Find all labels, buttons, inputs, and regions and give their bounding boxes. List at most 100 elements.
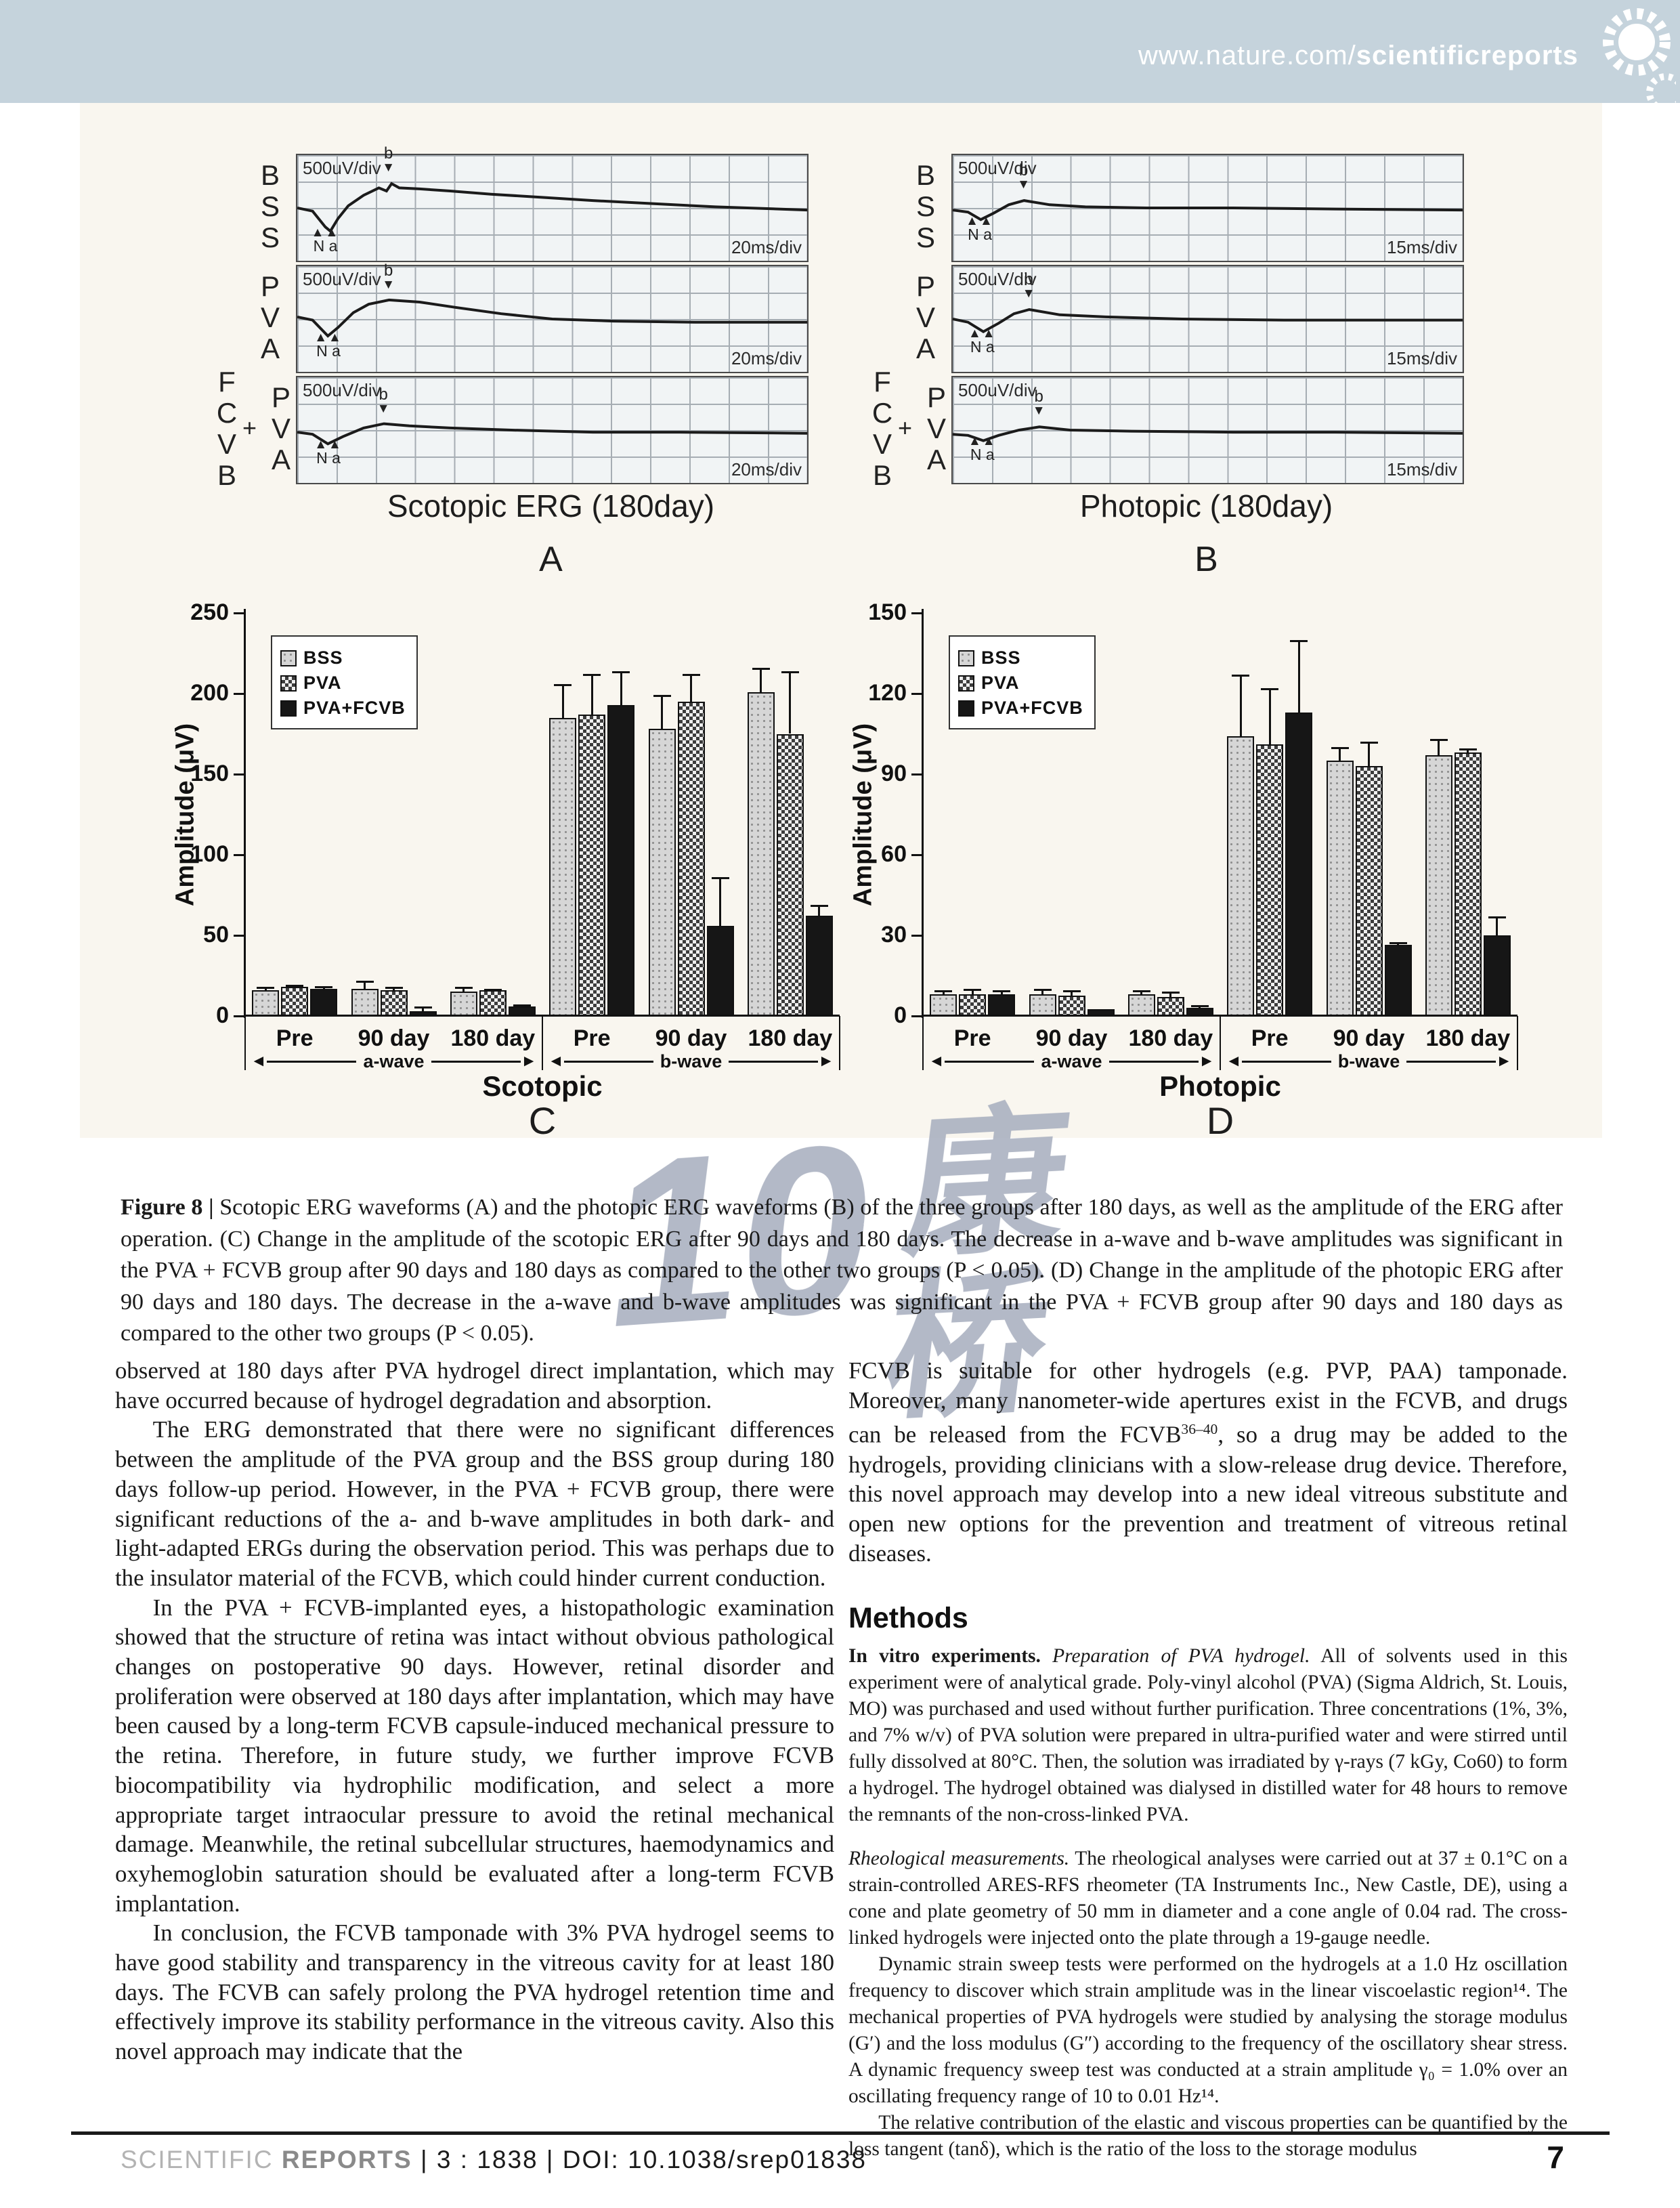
body-paragraph: The ERG demonstrated that there were no … [115, 1416, 834, 1591]
up-arrows-icon: ▲▲ [968, 434, 997, 449]
chart-title-scotopic: Scotopic [482, 1070, 603, 1102]
error-bar-cap [513, 1004, 531, 1007]
legend-entry: PVA+FCVB [958, 698, 1083, 719]
arrow-line [266, 1060, 357, 1063]
arrow-line [431, 1060, 521, 1063]
legend-label: PVA+FCVB [303, 698, 406, 718]
voltage-scale-label: 500uV/div [958, 269, 1037, 289]
error-bar [1297, 639, 1300, 713]
error-bar-cap [315, 985, 333, 988]
down-arrow-icon: ▼ [382, 161, 395, 175]
bar-bss [1326, 761, 1354, 1016]
error-bar [364, 980, 366, 989]
y-tick [234, 1015, 244, 1017]
methods-paragraph: Dynamic strain sweep tests were performe… [848, 1953, 1568, 2107]
error-bar-cap [257, 987, 275, 990]
error-bar-cap [554, 683, 572, 686]
error-bar-cap [964, 989, 982, 992]
erg-trace [953, 307, 1463, 334]
axis-divider [1220, 1016, 1221, 1070]
legend-swatch [958, 700, 974, 717]
left-arrow-icon: ◄ [251, 1052, 267, 1070]
group-label-fcvb: F C V B [871, 366, 893, 491]
down-arrow-icon: ▼ [1017, 177, 1030, 192]
body-paragraph: FCVB is suitable for other hydrogels (e.… [848, 1356, 1568, 1569]
bar-bss [1029, 994, 1056, 1016]
a-wave-label: N a [313, 237, 338, 255]
y-tick [911, 612, 922, 614]
bar-bss [930, 994, 957, 1016]
bar-pva-fcvb [805, 916, 833, 1016]
error-bar-cap [752, 667, 770, 670]
legend-label: PVA [981, 673, 1020, 693]
panel-letter-B: B [1194, 540, 1218, 579]
methods-section: In vitro experiments. Preparation of PVA… [848, 1643, 1568, 2163]
footer-brand-scientific: SCIENTIFIC [121, 2146, 274, 2173]
error-bar-cap [682, 674, 700, 677]
body-paragraph: In the PVA + FCVB-implanted eyes, a hist… [115, 1594, 834, 1917]
b-wave-marker: b ▼ [1022, 271, 1035, 300]
error-bar-cap [414, 1006, 432, 1009]
bar-pva-fcvb [1087, 1009, 1115, 1016]
bar-pva [281, 987, 309, 1016]
down-arrow-icon: ▼ [376, 402, 390, 417]
wave-range-arrow: ◄ a-wave ► [251, 1051, 537, 1071]
axis-divider [922, 1016, 924, 1070]
group-label-pva: P V A [271, 381, 290, 475]
methods-paragraph: The relative contribution of the elastic… [848, 2111, 1568, 2160]
y-axis [244, 609, 246, 1018]
figure-caption: Figure 8 | Scotopic ERG waveforms (A) an… [121, 1192, 1563, 1350]
bar-pva [578, 714, 606, 1016]
x-category-label: Pre [953, 1025, 991, 1051]
group-label-fcvb: F C V B [216, 366, 238, 491]
time-scale-label: 20ms/div [731, 348, 802, 368]
plus-sign: + [898, 414, 913, 442]
y-tick-label: 50 [203, 922, 229, 948]
erg-trace [953, 199, 1463, 221]
error-bar-cap [781, 671, 799, 673]
methods-subheading: Rheological measurements. [848, 1847, 1070, 1869]
b-wave-marker: b ▼ [1017, 161, 1030, 192]
bar-pva [380, 990, 408, 1016]
b-wave-label: b [1018, 161, 1029, 180]
x-category-label: 90 day [1333, 1025, 1405, 1051]
chart-legend: BSS PVA PVA+FCVB [949, 635, 1096, 729]
x-category-label: 180 day [1425, 1025, 1511, 1051]
x-category-label: Pre [276, 1025, 314, 1051]
reference-superscript: 36–40 [1181, 1421, 1218, 1438]
erg-trace-grid: 500uV/div 20ms/div b ▼ ▲▲ N a [296, 376, 809, 484]
x-axis [245, 1015, 840, 1017]
error-bar-cap [356, 980, 374, 983]
axis-divider [244, 1016, 246, 1070]
bar-pva [776, 734, 804, 1016]
legend-label: PVA [303, 673, 342, 693]
y-axis-title-text: Amplitude (μV) [848, 723, 878, 906]
group-label-bss: B S S [916, 159, 935, 253]
time-scale-label: 15ms/div [1386, 237, 1457, 257]
time-scale-label: 15ms/div [1386, 348, 1457, 368]
bar-bss [549, 717, 577, 1016]
wave-range-label: b-wave [660, 1050, 723, 1071]
error-bar [690, 674, 692, 702]
error-bar-cap [583, 674, 601, 677]
group-label-bss: B S S [260, 159, 280, 253]
a-wave-marker: ▲▲ N a [966, 215, 994, 242]
methods-subheading: Preparation of PVA hydrogel. [1040, 1644, 1310, 1667]
error-bar-cap [483, 988, 502, 991]
right-arrow-icon: ► [521, 1052, 537, 1070]
methods-paragraph: Rheological measurements. The rheologica… [848, 1847, 1568, 1949]
methods-paragraph: In vitro experiments. Preparation of PVA… [848, 1644, 1568, 1825]
y-tick [234, 612, 244, 614]
x-category-label: 90 day [1035, 1025, 1108, 1051]
journal-url[interactable]: www.nature.com/scientificreports [1138, 41, 1578, 71]
error-bar [789, 671, 792, 734]
left-arrow-icon: ◄ [548, 1052, 564, 1070]
chart-legend: BSS PVA PVA+FCVB [271, 635, 418, 729]
x-axis [923, 1015, 1517, 1017]
bar-pva [1355, 766, 1383, 1016]
error-bar-cap [1232, 675, 1250, 677]
up-arrows-icon: ▲▲ [968, 326, 997, 341]
error-bar-cap [1132, 990, 1150, 993]
error-bar [1496, 916, 1499, 935]
footer-citation[interactable]: | 3 : 1838 | DOI: 10.1038/srep01838 [412, 2146, 867, 2173]
